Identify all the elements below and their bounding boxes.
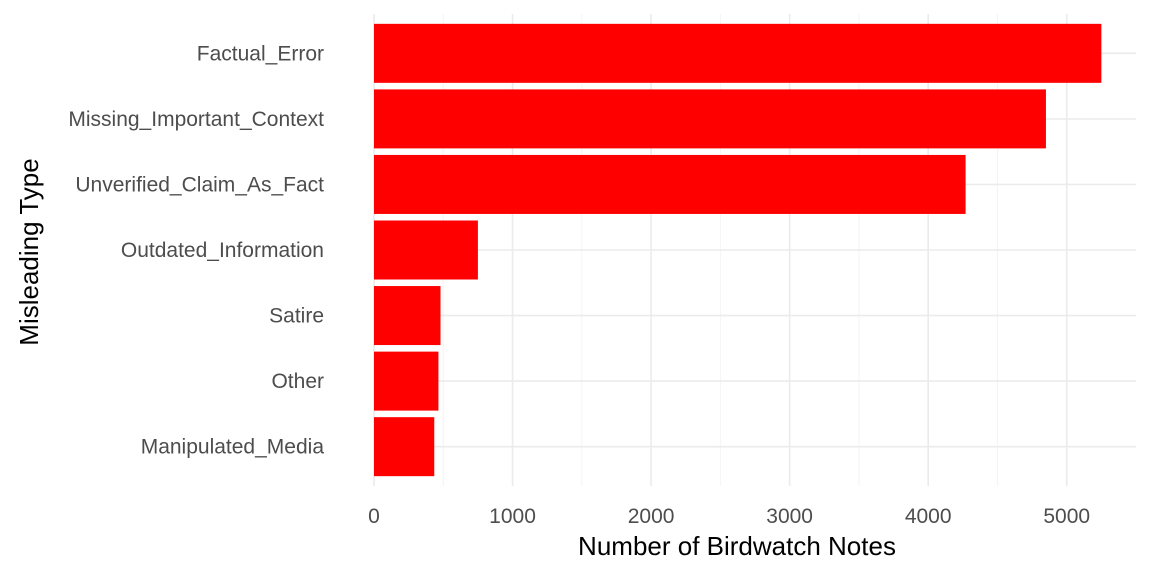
bar-factual-error <box>374 23 1102 83</box>
y-tick-label: Unverified_Claim_As_Fact <box>75 173 324 196</box>
bar-satire <box>374 286 441 346</box>
bar-other <box>374 351 439 411</box>
y-tick-label: Missing_Important_Context <box>68 108 324 131</box>
x-axis-title: Number of Birdwatch Notes <box>578 531 896 561</box>
y-axis-title: Misleading Type <box>14 158 44 345</box>
x-tick-label: 5000 <box>1043 505 1090 528</box>
x-tick-label: 2000 <box>628 505 675 528</box>
grid-lines <box>373 14 1136 486</box>
x-tick-label: 4000 <box>905 505 952 528</box>
y-tick-label: Outdated_Information <box>121 239 324 262</box>
x-tick-label: 1000 <box>489 505 536 528</box>
y-tick-label: Manipulated_Media <box>141 436 325 459</box>
bar-unverified-claim-as-fact <box>374 154 966 214</box>
bar-missing-important-context <box>374 89 1046 149</box>
y-tick-labels: Factual_Error Missing_Important_Context Un… <box>68 42 324 458</box>
bar-manipulated-media <box>374 417 435 477</box>
y-tick-label: Satire <box>269 305 324 328</box>
x-tick-labels: 0 1000 2000 3000 4000 5000 <box>368 505 1090 528</box>
x-tick-label: 3000 <box>766 505 813 528</box>
y-tick-label: Factual_Error <box>197 42 324 65</box>
bars <box>374 23 1102 477</box>
x-tick-label: 0 <box>368 505 380 528</box>
bar-outdated-information <box>374 220 478 280</box>
y-tick-label: Other <box>271 370 324 393</box>
